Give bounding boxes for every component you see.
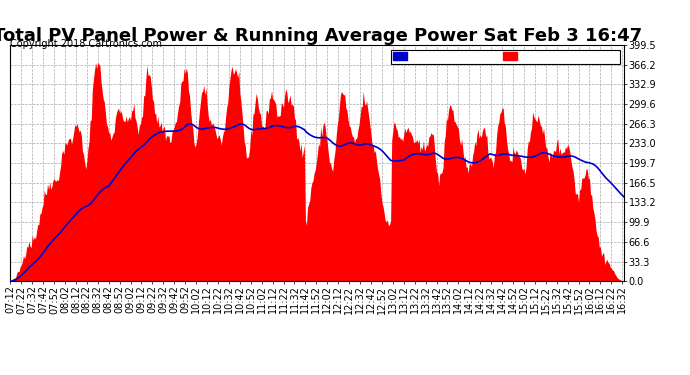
- Text: Copyright 2018 Cartronics.com: Copyright 2018 Cartronics.com: [10, 39, 162, 50]
- Title: Total PV Panel Power & Running Average Power Sat Feb 3 16:47: Total PV Panel Power & Running Average P…: [0, 27, 642, 45]
- Legend: Average  (DC Watts), PV Panels  (DC Watts): Average (DC Watts), PV Panels (DC Watts): [391, 50, 620, 64]
